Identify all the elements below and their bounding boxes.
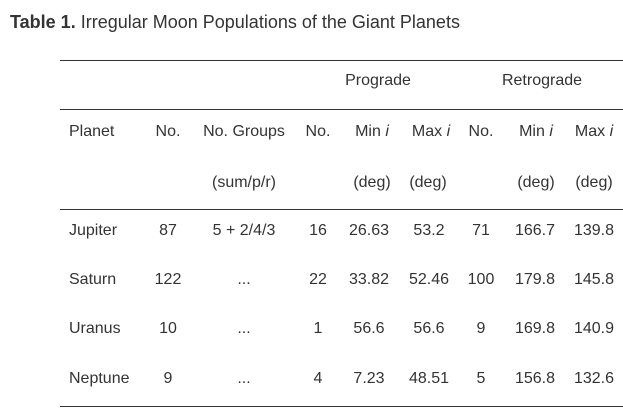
cell-planet: Jupiter bbox=[69, 222, 118, 239]
column-header-no: No. bbox=[155, 123, 181, 140]
cell-prograde-no: 16 bbox=[309, 222, 327, 239]
column-header-no-groups: No. Groups bbox=[203, 123, 285, 140]
cell-retrograde-max: 132.6 bbox=[573, 370, 615, 387]
cell-no: 10 bbox=[159, 320, 177, 337]
column-header-planet: Planet bbox=[69, 123, 115, 140]
cell-no: 9 bbox=[163, 370, 173, 387]
cell-no: 122 bbox=[154, 271, 182, 288]
header-rule bbox=[60, 209, 623, 210]
column-header-prograde-min: Min i bbox=[355, 122, 389, 142]
cell-retrograde-min: 156.8 bbox=[514, 370, 556, 387]
cell-retrograde-min: 166.7 bbox=[514, 222, 556, 239]
cell-prograde-no: 22 bbox=[309, 271, 327, 288]
cell-prograde-no: 4 bbox=[313, 370, 323, 387]
inclination-symbol: i bbox=[446, 123, 451, 140]
header-text: Max bbox=[411, 123, 443, 140]
cell-prograde-max: 48.51 bbox=[408, 370, 450, 387]
cell-retrograde-max: 145.8 bbox=[573, 271, 615, 288]
cell-planet: Neptune bbox=[69, 370, 130, 387]
cell-prograde-min: 7.23 bbox=[353, 370, 385, 387]
unit-no-groups: (sum/p/r) bbox=[212, 174, 276, 191]
cell-planet: Saturn bbox=[69, 271, 117, 288]
caption-label: Table 1. bbox=[10, 12, 76, 32]
cell-no: 87 bbox=[159, 222, 177, 239]
cell-groups: ... bbox=[237, 370, 251, 387]
cell-groups: ... bbox=[237, 271, 251, 288]
column-header-prograde-no: No. bbox=[305, 123, 331, 140]
column-header-prograde-max: Max i bbox=[412, 122, 450, 142]
cell-groups: 5 + 2/4/3 bbox=[212, 222, 276, 239]
cell-prograde-max: 52.46 bbox=[408, 271, 450, 288]
cell-groups: ... bbox=[237, 320, 251, 337]
column-header-retrograde-max: Max i bbox=[575, 122, 613, 142]
cell-retrograde-no: 5 bbox=[476, 370, 486, 387]
table-top-rule bbox=[60, 60, 623, 61]
cell-prograde-max: 56.6 bbox=[413, 320, 445, 337]
cell-prograde-max: 53.2 bbox=[413, 222, 445, 239]
inclination-symbol: i bbox=[549, 123, 553, 140]
unit-retrograde-min: (deg) bbox=[517, 174, 555, 191]
cell-retrograde-no: 71 bbox=[472, 222, 490, 239]
column-header-retrograde-min: Min i bbox=[519, 122, 553, 142]
inclination-symbol: i bbox=[385, 123, 389, 140]
inclination-symbol: i bbox=[609, 123, 614, 140]
group-header-rule bbox=[60, 109, 623, 110]
cell-retrograde-no: 9 bbox=[476, 320, 486, 337]
group-header-prograde: Prograde bbox=[345, 72, 411, 89]
group-header-retrograde: Retrograde bbox=[501, 72, 583, 89]
column-header-retrograde-no: No. bbox=[468, 123, 494, 140]
cell-retrograde-max: 140.9 bbox=[573, 320, 615, 337]
unit-prograde-min: (deg) bbox=[353, 174, 391, 191]
cell-prograde-min: 56.6 bbox=[353, 320, 385, 337]
cell-retrograde-no: 100 bbox=[467, 271, 495, 288]
header-text: Min bbox=[519, 123, 545, 140]
table-bottom-rule bbox=[60, 406, 623, 407]
cell-retrograde-min: 179.8 bbox=[514, 271, 556, 288]
cell-planet: Uranus bbox=[69, 320, 121, 337]
header-text: Min bbox=[355, 123, 381, 140]
header-text: Max bbox=[574, 123, 606, 140]
unit-retrograde-max: (deg) bbox=[575, 174, 613, 191]
cell-prograde-min: 33.82 bbox=[348, 271, 390, 288]
cell-retrograde-min: 169.8 bbox=[514, 320, 556, 337]
cell-prograde-min: 26.63 bbox=[348, 222, 390, 239]
table-caption: Table 1. Irregular Moon Populations of t… bbox=[10, 11, 460, 33]
caption-text: Irregular Moon Populations of the Giant … bbox=[80, 12, 460, 32]
cell-retrograde-max: 139.8 bbox=[573, 222, 615, 239]
cell-prograde-no: 1 bbox=[313, 320, 323, 337]
unit-prograde-max: (deg) bbox=[409, 174, 447, 191]
